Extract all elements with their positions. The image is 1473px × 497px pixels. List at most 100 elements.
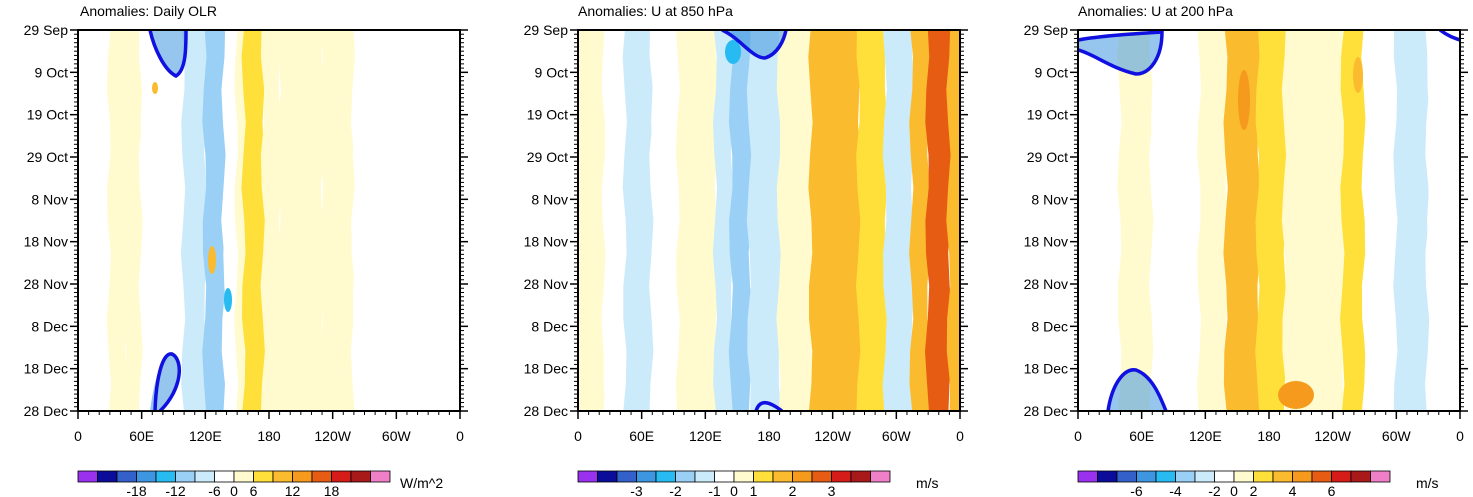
anomaly-field	[1078, 30, 1460, 411]
band-8	[202, 30, 228, 411]
y-tick-label: 8 Nov	[531, 191, 568, 207]
band-3	[1149, 30, 1204, 411]
contour-line	[153, 352, 181, 411]
x-tick-label: 120E	[1189, 428, 1222, 444]
band-5	[1223, 30, 1262, 411]
colorbar-swatch	[811, 470, 832, 483]
colorbar-label: 6	[250, 483, 258, 497]
anomaly-spot	[725, 40, 741, 64]
band-6	[159, 30, 188, 411]
x-tick-label: 0	[456, 428, 464, 444]
colorbar-swatch	[1331, 470, 1352, 483]
colorbar-units: m/s	[916, 475, 939, 491]
colorbar-swatch	[1233, 470, 1254, 483]
colorbar-label: 18	[324, 483, 340, 497]
anomaly-spot	[1278, 381, 1314, 409]
band-6	[1255, 30, 1288, 411]
band-5	[138, 30, 167, 411]
anomaly-spot	[1238, 70, 1250, 130]
contour-line	[1078, 30, 1164, 76]
x-tick-label: 0	[956, 428, 964, 444]
colorbar-swatch	[1155, 470, 1176, 483]
x-tick-label: 60W	[882, 428, 912, 444]
y-tick-label: 9 Oct	[1035, 64, 1069, 80]
colorbar-swatch	[1194, 470, 1215, 483]
y-tick-label: 9 Oct	[35, 64, 69, 80]
y-tick-label: 28 Nov	[524, 276, 568, 292]
y-tick-label: 8 Dec	[1031, 318, 1068, 334]
contour-line	[148, 30, 188, 78]
x-tick-label: 60W	[1382, 428, 1412, 444]
colorbar-swatch	[675, 470, 696, 483]
x-tick-label: 120W	[314, 428, 351, 444]
colorbar-swatch	[1175, 470, 1196, 483]
colorbar-swatch	[155, 470, 176, 483]
band-12	[882, 30, 916, 411]
colorbar: -18 -12 -6 0 6 12 18 W/m^2	[77, 470, 443, 497]
x-tick-label: 0	[574, 428, 582, 444]
colorbar-swatch	[1311, 470, 1332, 483]
y-tick-label: 19 Oct	[1027, 107, 1068, 123]
band-4	[1196, 30, 1230, 411]
colorbar-swatch	[1253, 470, 1274, 483]
anomaly-blob	[150, 30, 186, 76]
band-10	[234, 30, 248, 411]
band-1	[1078, 30, 1124, 411]
colorbar-swatch	[831, 470, 852, 483]
colorbar: -3 -2 -1 0 1 2 3 m/s	[577, 470, 939, 497]
colorbar-swatch	[1370, 470, 1391, 483]
colorbar-swatch	[597, 470, 618, 483]
x-tick-label: 180	[757, 428, 781, 444]
y-tick-label: 18 Nov	[524, 234, 568, 250]
colorbar-swatch	[616, 470, 637, 483]
anomaly-spot	[833, 302, 847, 338]
colorbar-label: 3	[828, 483, 836, 497]
colorbar-label: -6	[1130, 483, 1143, 497]
anomaly-blob	[1078, 32, 1162, 74]
band-4	[649, 30, 682, 411]
anomaly-spot	[1353, 57, 1363, 93]
y-tick-label: 9 Oct	[535, 64, 569, 80]
colorbar-swatch	[1097, 470, 1118, 483]
band-15	[946, 30, 960, 411]
y-tick-label: 28 Nov	[1024, 276, 1068, 292]
band-11	[241, 30, 267, 411]
band-4	[122, 30, 145, 411]
colorbar-label: -2	[1208, 483, 1221, 497]
colorbar-swatch	[655, 470, 676, 483]
colorbar-swatch	[233, 470, 254, 483]
band-17	[409, 30, 442, 411]
x-tick-label: 60E	[1129, 428, 1154, 444]
colorbar-swatch	[792, 470, 813, 483]
band-18	[435, 30, 460, 411]
band-3	[622, 30, 656, 411]
colorbar-swatch	[292, 470, 313, 483]
colorbar-label: 1	[750, 483, 758, 497]
x-tick-label: 60E	[629, 428, 654, 444]
colorbar-swatch	[311, 470, 332, 483]
band-14	[925, 30, 953, 411]
band-7	[180, 30, 209, 411]
colorbar-label: -6	[208, 483, 221, 497]
panel-title: Anomalies: U at 200 hPa	[1078, 3, 1233, 19]
anomaly-field	[78, 30, 460, 411]
anomaly-spot	[224, 288, 232, 312]
x-tick-label: 120E	[189, 428, 222, 444]
band-2	[601, 30, 629, 411]
x-tick-label: 120W	[1314, 428, 1351, 444]
colorbar-swatch	[1350, 470, 1371, 483]
y-tick-label: 19 Oct	[27, 107, 68, 123]
contour-line	[754, 401, 784, 411]
y-tick-label: 29 Oct	[27, 149, 68, 165]
colorbar-swatch	[1272, 470, 1293, 483]
colorbar-swatch	[577, 470, 598, 483]
colorbar-label: 12	[285, 483, 301, 497]
x-tick-label: 180	[1257, 428, 1281, 444]
band-1	[578, 30, 608, 411]
colorbar-swatch	[116, 470, 137, 483]
y-tick-label: 29 Sep	[524, 22, 569, 38]
band-12	[260, 30, 283, 411]
colorbar: -6 -4 -2 0 2 4 6 m/s	[1077, 470, 1439, 497]
band-8	[1340, 30, 1368, 411]
